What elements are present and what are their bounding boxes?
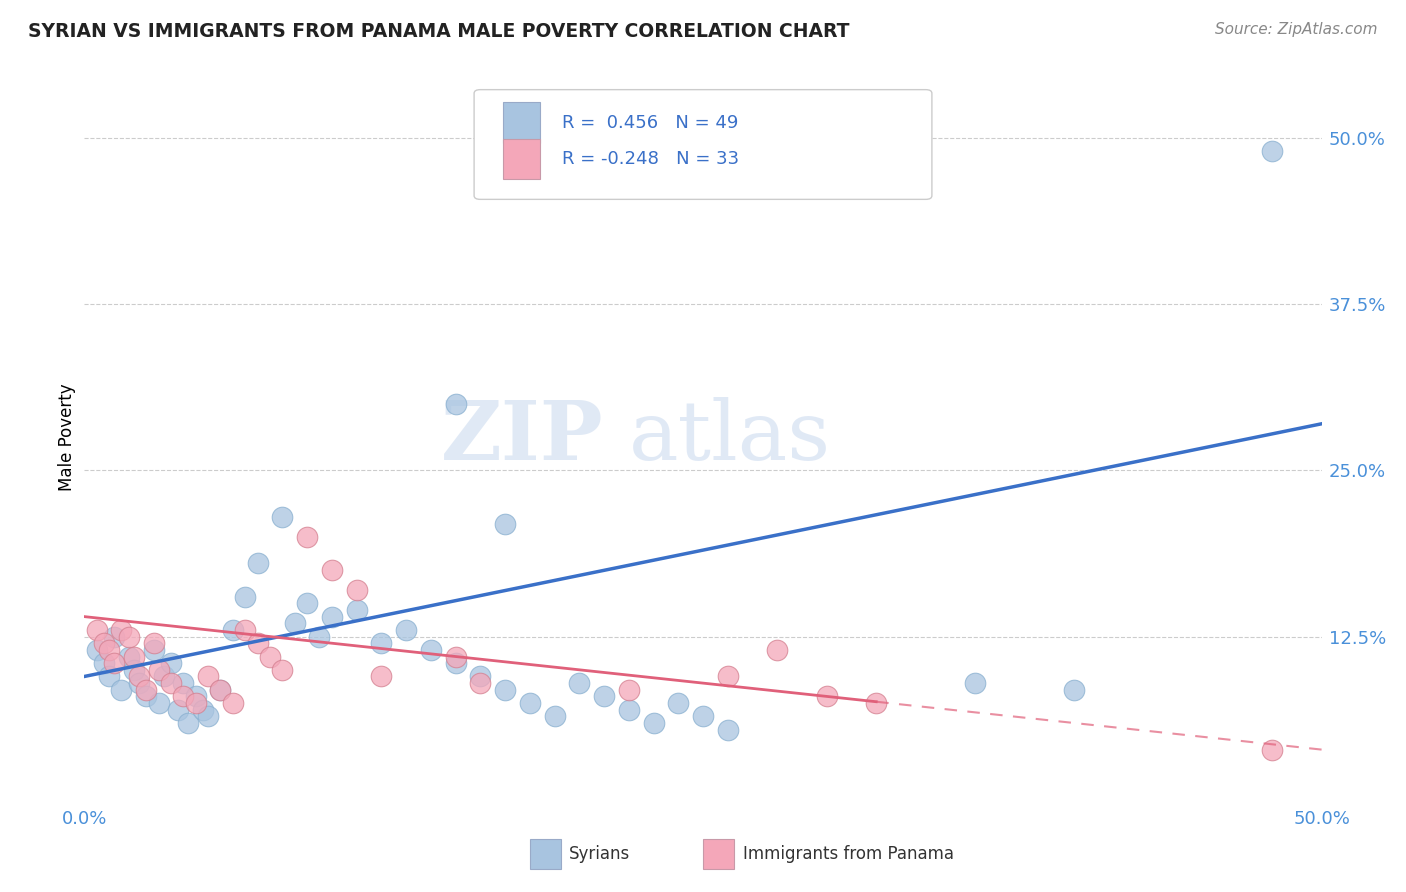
- Point: [152, 669, 174, 683]
- Point: [128, 669, 150, 683]
- Point: [160, 656, 183, 670]
- Point: [643, 716, 665, 731]
- Point: [1261, 144, 1284, 158]
- Point: [98, 669, 121, 683]
- Point: [617, 682, 640, 697]
- Bar: [703, 839, 734, 869]
- Point: [295, 530, 318, 544]
- Point: [444, 649, 467, 664]
- Point: [246, 636, 269, 650]
- Point: [191, 703, 214, 717]
- Point: [222, 696, 245, 710]
- Point: [222, 623, 245, 637]
- Point: [86, 643, 108, 657]
- Point: [135, 682, 157, 697]
- Point: [370, 636, 392, 650]
- Point: [184, 696, 207, 710]
- Point: [308, 630, 330, 644]
- Y-axis label: Male Poverty: Male Poverty: [58, 384, 76, 491]
- Text: SYRIAN VS IMMIGRANTS FROM PANAMA MALE POVERTY CORRELATION CHART: SYRIAN VS IMMIGRANTS FROM PANAMA MALE PO…: [28, 22, 849, 41]
- Text: R = -0.248   N = 33: R = -0.248 N = 33: [562, 150, 740, 168]
- Point: [444, 656, 467, 670]
- Text: R =  0.456   N = 49: R = 0.456 N = 49: [562, 113, 738, 131]
- Text: Immigrants from Panama: Immigrants from Panama: [742, 845, 953, 863]
- Point: [122, 649, 145, 664]
- Point: [86, 623, 108, 637]
- Point: [148, 696, 170, 710]
- Point: [233, 590, 256, 604]
- Text: atlas: atlas: [628, 397, 831, 477]
- Point: [167, 703, 190, 717]
- Bar: [502, 103, 540, 143]
- Point: [98, 643, 121, 657]
- Point: [346, 582, 368, 597]
- Point: [965, 676, 987, 690]
- Point: [148, 663, 170, 677]
- Point: [209, 682, 232, 697]
- Point: [142, 636, 165, 650]
- Point: [118, 630, 141, 644]
- Text: ZIP: ZIP: [441, 397, 605, 477]
- Point: [568, 676, 591, 690]
- Point: [470, 669, 492, 683]
- Point: [321, 609, 343, 624]
- Point: [118, 649, 141, 664]
- Point: [284, 616, 307, 631]
- Point: [519, 696, 541, 710]
- Point: [197, 669, 219, 683]
- Point: [370, 669, 392, 683]
- Point: [172, 676, 194, 690]
- Point: [865, 696, 887, 710]
- Point: [444, 397, 467, 411]
- Point: [209, 682, 232, 697]
- Point: [346, 603, 368, 617]
- Point: [122, 663, 145, 677]
- Point: [135, 690, 157, 704]
- Point: [93, 636, 115, 650]
- Bar: [530, 839, 561, 869]
- Point: [160, 676, 183, 690]
- Point: [110, 623, 132, 637]
- Point: [494, 516, 516, 531]
- Point: [321, 563, 343, 577]
- Point: [1063, 682, 1085, 697]
- Point: [197, 709, 219, 723]
- Point: [543, 709, 565, 723]
- Point: [395, 623, 418, 637]
- Point: [271, 663, 294, 677]
- Point: [1261, 742, 1284, 756]
- Point: [271, 509, 294, 524]
- Point: [295, 596, 318, 610]
- Point: [766, 643, 789, 657]
- Point: [103, 630, 125, 644]
- Point: [93, 656, 115, 670]
- Point: [717, 723, 740, 737]
- Text: Syrians: Syrians: [569, 845, 631, 863]
- Point: [128, 676, 150, 690]
- Point: [617, 703, 640, 717]
- Point: [172, 690, 194, 704]
- Point: [666, 696, 689, 710]
- Point: [103, 656, 125, 670]
- Point: [184, 690, 207, 704]
- Point: [259, 649, 281, 664]
- Text: Source: ZipAtlas.com: Source: ZipAtlas.com: [1215, 22, 1378, 37]
- FancyBboxPatch shape: [474, 90, 932, 200]
- Point: [233, 623, 256, 637]
- Point: [494, 682, 516, 697]
- Point: [470, 676, 492, 690]
- Point: [815, 690, 838, 704]
- Point: [593, 690, 616, 704]
- Point: [110, 682, 132, 697]
- Point: [692, 709, 714, 723]
- Point: [717, 669, 740, 683]
- Point: [177, 716, 200, 731]
- Point: [419, 643, 441, 657]
- Point: [142, 643, 165, 657]
- Point: [246, 557, 269, 571]
- Bar: [502, 139, 540, 179]
